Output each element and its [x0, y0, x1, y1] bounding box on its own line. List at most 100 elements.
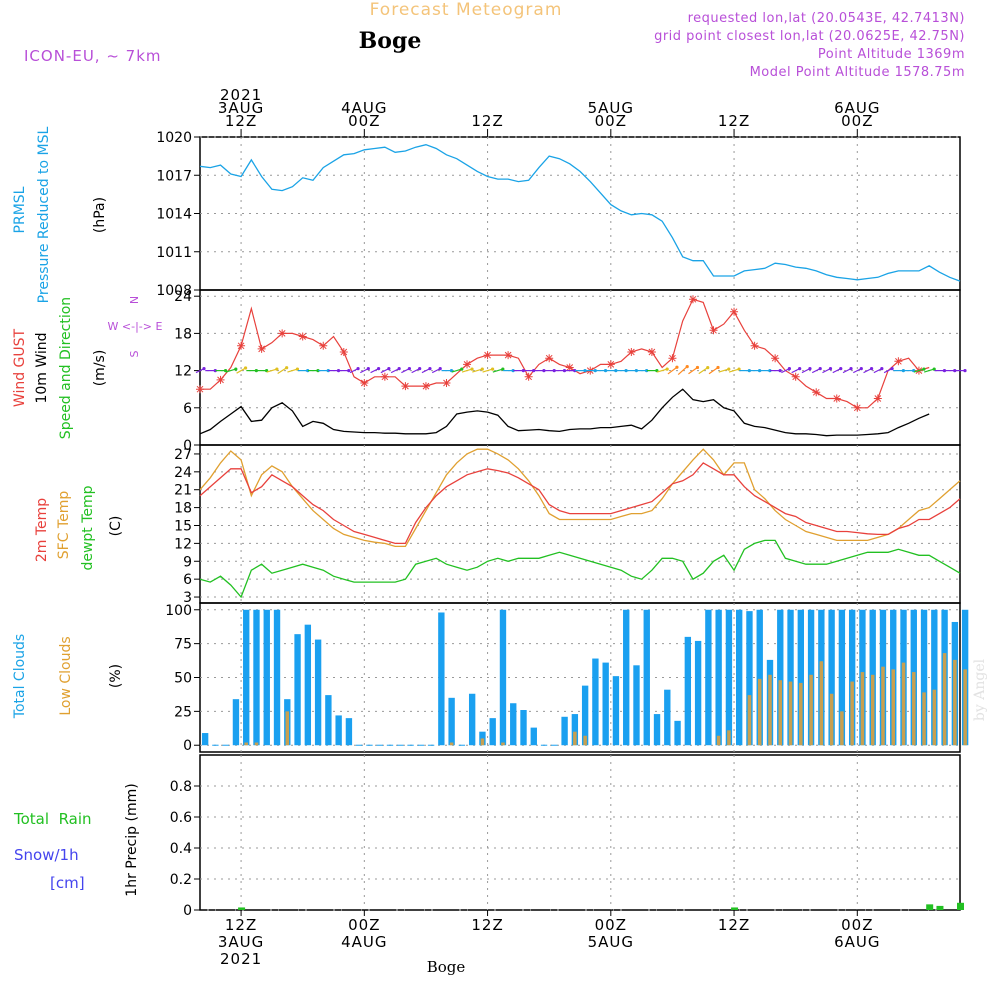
- model-label: ICON-EU, ~ 7km: [24, 47, 162, 65]
- wind-arrow-head: [490, 367, 495, 371]
- gust-marker: [873, 394, 882, 403]
- rain-bar: [731, 907, 739, 910]
- wind-arrow-head: [347, 369, 351, 373]
- temp-ytick-label: 27: [174, 447, 192, 463]
- pressure-panel-labels: PRMSL Pressure Reduced to MSL (hPa): [12, 126, 108, 303]
- wind-arrow-head: [397, 367, 401, 371]
- wind-arrow-head: [808, 367, 812, 371]
- gust-marker: [606, 360, 615, 369]
- wind-direction-arrow: [677, 366, 688, 376]
- low-cloud-bar: [778, 680, 783, 746]
- wind-arrow-head: [645, 369, 649, 373]
- low-cloud-bar: [501, 742, 505, 746]
- total-cloud-bar: [499, 609, 507, 746]
- total-cloud-bar: [232, 699, 240, 746]
- top-xtick-label: 4AUG: [341, 99, 387, 117]
- low-cloud-bar: [942, 653, 947, 746]
- wind-arrow-head: [901, 369, 905, 373]
- wind-arrow-head: [818, 367, 822, 371]
- gust-marker: [380, 372, 389, 381]
- wind-label-gust: Wind GUST: [12, 328, 28, 407]
- wind-direction-arrow: [924, 368, 935, 373]
- rain-bar: [238, 907, 246, 910]
- rain-bar: [957, 902, 964, 910]
- low-cloud-bar: [901, 662, 906, 746]
- top-xtick-label: 00Z: [841, 112, 873, 130]
- clouds-unit: (%): [108, 664, 124, 688]
- precip-ytick-label: 0.6: [170, 810, 192, 826]
- wind-direction-arrow: [667, 366, 678, 375]
- wind-arrow-head: [880, 367, 884, 371]
- gust-marker: [278, 329, 287, 338]
- precip-label-snow: Snow/1h: [14, 846, 79, 864]
- total-cloud-bar: [931, 609, 938, 746]
- total-cloud-bar: [777, 609, 784, 746]
- gust-marker: [401, 382, 410, 391]
- wind-arrow-head: [532, 369, 536, 373]
- total-cloud-bar: [920, 609, 928, 746]
- gust-marker: [647, 348, 656, 356]
- wind-ytick-label: 24: [174, 289, 192, 305]
- wind-arrow-head: [438, 367, 442, 371]
- gust-marker: [421, 382, 430, 391]
- low-cloud-bar: [891, 669, 895, 746]
- total-cloud-bar: [448, 697, 455, 746]
- wind-ytick-label: 18: [174, 326, 192, 342]
- gust-marker: [771, 354, 780, 363]
- wind-direction-arrow: [472, 368, 483, 373]
- bottom-xtick-label: 2021: [220, 950, 262, 968]
- wind-direction-arrow: [708, 366, 719, 375]
- gust-marker: [237, 341, 246, 350]
- requested-coords: requested lon,lat (20.0543E, 42.7413N): [688, 11, 965, 26]
- low-cloud-bar: [799, 682, 803, 746]
- wind-arrow-head: [798, 367, 802, 371]
- total-cloud-bar: [489, 718, 496, 746]
- precip-label-cm: [cm]: [50, 874, 85, 892]
- precip-ytick-label: 0.2: [170, 872, 192, 888]
- wind-arrow-head: [675, 365, 679, 369]
- total-cloud-bar: [581, 685, 589, 746]
- total-cloud-bar: [797, 609, 804, 746]
- total-cloud-bar: [263, 609, 270, 746]
- low-cloud-bar: [881, 666, 885, 746]
- bottom-xtick-label: 00Z: [595, 916, 627, 934]
- temp-ytick-label: 18: [174, 501, 192, 517]
- gust-marker: [832, 394, 841, 403]
- gust-marker: [504, 351, 513, 360]
- total-cloud-bar: [746, 611, 753, 746]
- total-cloud-bar: [674, 720, 681, 746]
- wind-arrow-head: [243, 366, 248, 370]
- total-cloud-bar: [828, 609, 835, 746]
- temp-line-sfc-temp: [199, 448, 961, 548]
- wind-ytick-label: 6: [183, 401, 192, 417]
- gust-marker: [319, 341, 328, 350]
- wind-arrow-head: [603, 369, 608, 373]
- wind-arrow-head: [418, 367, 422, 371]
- precip-label-rain: Total Rain: [13, 810, 92, 828]
- low-cloud-bar: [573, 731, 577, 746]
- total-cloud-bar: [715, 609, 722, 746]
- chart-title: Forecast Meteogram: [370, 0, 563, 20]
- low-cloud-bar: [829, 693, 834, 746]
- wind-arrow-head: [295, 367, 300, 371]
- gust-marker: [791, 372, 800, 381]
- total-cloud-bar: [520, 710, 527, 746]
- wind-arrow-head: [778, 369, 782, 373]
- wind-direction-arrow: [492, 368, 504, 373]
- total-cloud-bar: [571, 714, 579, 746]
- low-cloud-bar: [716, 735, 721, 746]
- gust-marker: [627, 348, 636, 356]
- bottom-xtick-label: 12Z: [471, 916, 503, 934]
- compass-south: S: [128, 350, 141, 357]
- gust-marker: [688, 295, 697, 304]
- wind-arrow-head: [213, 369, 217, 373]
- rain-bar: [936, 905, 944, 910]
- bottom-xtick-label: 3AUG: [218, 933, 264, 951]
- pressure-unit: (hPa): [92, 197, 108, 233]
- total-cloud-bar: [335, 715, 342, 746]
- model-altitude: Model Point Altitude 1578.75m: [750, 65, 965, 80]
- clouds-ytick-label: 0: [183, 738, 192, 754]
- bottom-location: Boge: [427, 958, 466, 976]
- total-cloud-bar: [345, 718, 353, 746]
- low-cloud-bar: [757, 678, 762, 746]
